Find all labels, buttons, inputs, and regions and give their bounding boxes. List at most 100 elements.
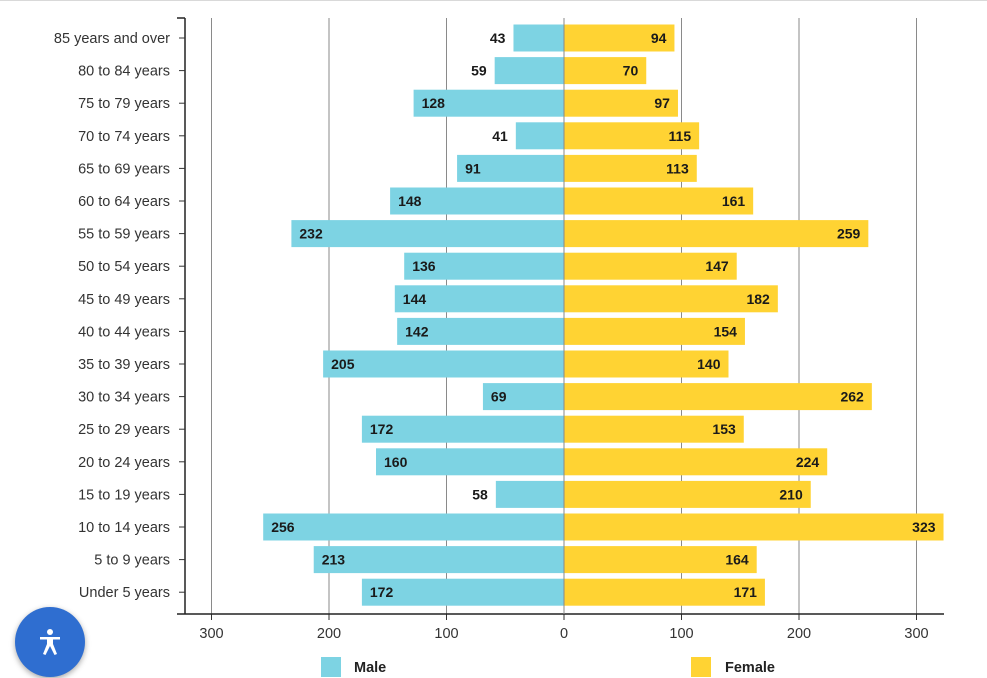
category-label: 60 to 64 years: [78, 194, 170, 210]
bar-male: [390, 187, 564, 215]
bar-male: [313, 546, 564, 574]
bar-male: [494, 57, 564, 85]
category-label: 15 to 19 years: [78, 487, 170, 503]
value-label-male: 144: [403, 291, 427, 307]
bar-male: [361, 415, 564, 443]
accessibility-button[interactable]: [15, 607, 85, 677]
category-label: 35 to 39 years: [78, 357, 170, 373]
value-label-female: 94: [651, 30, 667, 46]
value-label-female: 323: [912, 519, 936, 535]
x-tick-label: 300: [904, 626, 928, 642]
category-label: 10 to 14 years: [78, 520, 170, 536]
value-labels: 43 94 59 70 128 97 41 115 91 113 148 161 232 259 136 14…: [271, 30, 936, 600]
value-label-female: 140: [697, 356, 721, 372]
value-label-male: 69: [491, 389, 507, 405]
value-label-female: 161: [722, 193, 746, 209]
category-label: 20 to 24 years: [78, 455, 170, 471]
bar-female: [564, 546, 757, 574]
x-tick-label: 0: [560, 626, 568, 642]
bar-female: [564, 252, 737, 280]
value-label-male: 128: [422, 95, 446, 111]
category-label: 75 to 79 years: [78, 96, 170, 112]
legend-label-male: Male: [354, 660, 386, 676]
value-label-male: 136: [412, 258, 436, 274]
value-label-female: 171: [734, 584, 758, 600]
value-label-male: 232: [299, 226, 323, 242]
value-label-male: 160: [384, 454, 408, 470]
category-labels: 85 years and over 80 to 84 years 75 to 79 …: [54, 31, 170, 601]
value-label-male: 256: [271, 519, 295, 535]
bar-male: [495, 480, 564, 508]
value-label-female: 154: [714, 323, 738, 339]
legend: Male Female: [321, 657, 775, 677]
bar-female: [564, 24, 675, 52]
value-label-male: 58: [472, 486, 488, 502]
value-label-male: 148: [398, 193, 422, 209]
value-label-male: 142: [405, 323, 429, 339]
category-label: 80 to 84 years: [78, 64, 170, 80]
value-label-male: 43: [490, 30, 506, 46]
bar-female: [564, 578, 765, 606]
bar-male: [404, 252, 564, 280]
value-label-female: 70: [623, 63, 639, 79]
value-label-female: 210: [779, 486, 803, 502]
category-label: 65 to 69 years: [78, 161, 170, 177]
tick-labels: 300 200 100 0 100 200 300: [199, 626, 928, 642]
category-label: 85 years and over: [54, 31, 170, 47]
bar-female: [564, 89, 678, 117]
category-label: 40 to 44 years: [78, 324, 170, 340]
bar-female: [564, 317, 745, 345]
bar-female: [564, 383, 872, 411]
bar-male: [323, 350, 564, 378]
value-label-female: 182: [746, 291, 770, 307]
category-label: 70 to 74 years: [78, 129, 170, 145]
x-tick-label: 200: [317, 626, 341, 642]
bar-male: [457, 154, 564, 182]
category-label: 30 to 34 years: [78, 390, 170, 406]
x-tick-label: 100: [434, 626, 458, 642]
value-label-male: 91: [465, 160, 481, 176]
value-label-male: 59: [471, 63, 487, 79]
value-label-male: 172: [370, 421, 394, 437]
value-label-female: 113: [666, 160, 689, 176]
axes: [177, 17, 944, 620]
value-label-male: 172: [370, 584, 394, 600]
category-label: 5 to 9 years: [94, 553, 170, 569]
value-label-male: 205: [331, 356, 355, 372]
bar-female: [564, 122, 700, 150]
category-label: 25 to 29 years: [78, 422, 170, 438]
legend-swatch-male: [321, 657, 341, 677]
bar-male: [397, 317, 564, 345]
bar-female: [564, 513, 944, 541]
x-tick-label: 300: [199, 626, 223, 642]
bar-female: [564, 415, 744, 443]
value-label-female: 153: [712, 421, 736, 437]
x-tick-label: 200: [787, 626, 811, 642]
legend-swatch-female: [691, 657, 711, 677]
bar-female: [564, 57, 647, 85]
bar-female: [564, 154, 697, 182]
category-label: 55 to 59 years: [78, 227, 170, 243]
value-label-female: 97: [654, 95, 670, 111]
bars: [263, 24, 944, 606]
value-label-female: 262: [840, 389, 864, 405]
bar-male: [376, 448, 564, 476]
category-label: 45 to 49 years: [78, 292, 170, 308]
bar-male: [291, 220, 564, 248]
x-tick-label: 100: [669, 626, 693, 642]
value-label-female: 224: [796, 454, 820, 470]
value-label-male: 41: [492, 128, 508, 144]
bar-male: [482, 383, 564, 411]
value-label-female: 164: [725, 552, 749, 568]
bar-female: [564, 220, 869, 248]
category-label: Under 5 years: [79, 585, 170, 601]
value-label-female: 259: [837, 226, 861, 242]
bar-female: [564, 480, 811, 508]
legend-label-female: Female: [725, 660, 775, 676]
bar-female: [564, 187, 754, 215]
bar-male: [394, 285, 564, 313]
bar-male: [413, 89, 564, 117]
value-label-male: 213: [322, 552, 346, 568]
